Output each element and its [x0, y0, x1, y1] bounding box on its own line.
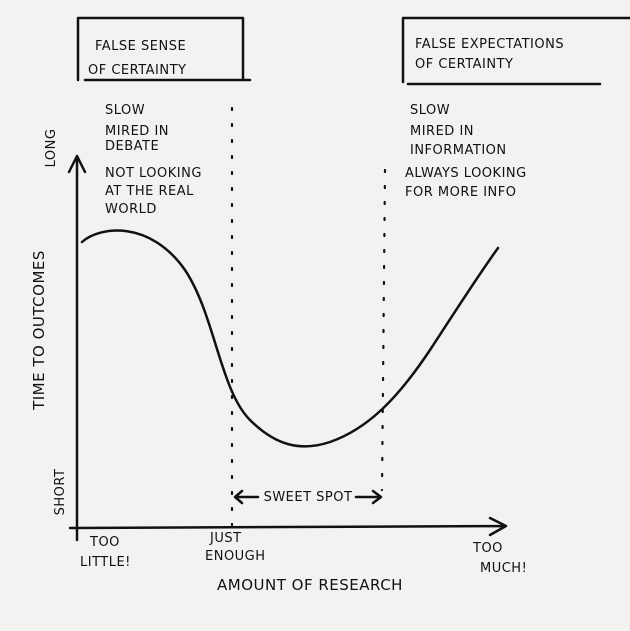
x-label: TOO: [472, 541, 503, 556]
sweet-spot-label: SWEET SPOT: [264, 490, 353, 505]
note: MIRED IN: [410, 124, 474, 139]
x-axis: [68, 516, 508, 537]
box-text: OF CERTAINTY: [415, 57, 514, 72]
y-axis-top: LONG: [44, 129, 59, 168]
x-label: TOO: [89, 535, 120, 550]
box-frame: [76, 16, 252, 82]
note: ALWAYS LOOKING: [405, 166, 527, 181]
note: AT THE REAL: [105, 184, 194, 199]
x-label: MUCH!: [480, 561, 527, 576]
x-label: LITTLE!: [80, 555, 131, 570]
note: MIRED IN: [105, 124, 169, 139]
note: INFORMATION: [410, 143, 507, 158]
guide-line: [380, 168, 387, 492]
box-text: FALSE SENSE: [95, 39, 186, 54]
note: DEBATE: [105, 139, 159, 154]
x-axis-title: AMOUNT OF RESEARCH: [217, 576, 403, 594]
note: SLOW: [410, 103, 450, 118]
curve: [80, 229, 500, 448]
box-frame: [401, 16, 630, 86]
note: NOT LOOKING: [105, 166, 202, 181]
x-label: JUST: [209, 531, 242, 546]
y-axis-title: TIME TO OUTCOMES: [30, 250, 48, 411]
note: WORLD: [105, 202, 157, 217]
sweet-spot-arrow: [233, 489, 383, 505]
note: SLOW: [105, 103, 145, 118]
y-axis: [67, 154, 87, 542]
box-text: FALSE EXPECTATIONS: [415, 37, 564, 52]
x-label: ENOUGH: [205, 549, 266, 564]
y-axis-bottom: SHORT: [53, 469, 68, 516]
box-text: OF CERTAINTY: [88, 63, 187, 78]
note: FOR MORE INFO: [405, 185, 516, 200]
